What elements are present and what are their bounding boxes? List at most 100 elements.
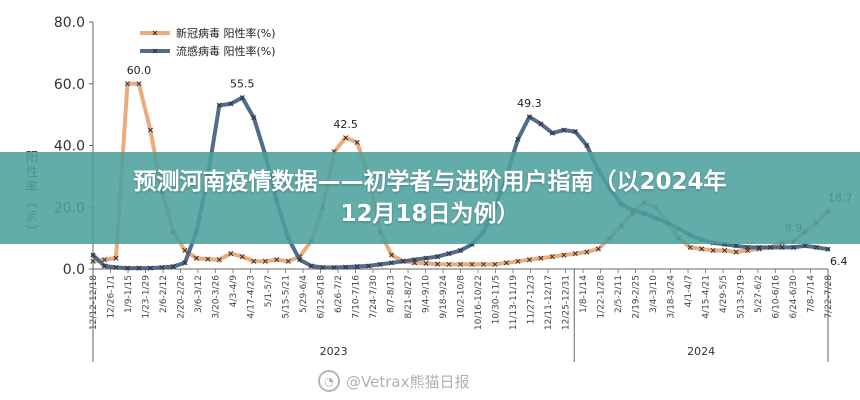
data-point-1	[366, 263, 372, 269]
x-tick-label: 1/23-1/29	[142, 275, 152, 319]
x-tick-label: 3/6-3/12	[194, 275, 204, 313]
data-point-1	[779, 244, 785, 250]
data-point-0	[101, 257, 108, 263]
y-tick-label: 40.0	[54, 139, 85, 155]
data-point-1	[538, 121, 544, 127]
data-label: 42.5	[333, 118, 358, 131]
data-point-0	[262, 258, 268, 264]
data-point-0	[251, 258, 257, 264]
data-point-1	[790, 244, 797, 250]
year-label-2024: 2024	[687, 345, 715, 358]
data-point-1	[297, 257, 303, 263]
data-point-0	[423, 260, 429, 266]
x-tick-label: 4/29-5/5	[719, 275, 729, 313]
data-label: 55.5	[230, 78, 255, 91]
banner-line-2: 12月18日为例）	[340, 201, 520, 227]
x-tick-label: 11/27-12/3	[527, 275, 537, 324]
data-point-0	[584, 249, 590, 255]
data-point-0	[182, 247, 188, 254]
data-point-0	[710, 247, 716, 254]
data-point-1	[239, 95, 245, 101]
data-point-1	[389, 260, 395, 266]
x-tick-label: 12/12-12/18	[89, 275, 99, 330]
data-label: 49.3	[517, 97, 542, 110]
x-tick-label: 12/25-12/31	[562, 275, 572, 330]
x-tick-label: 4/15-4/21	[702, 275, 712, 319]
data-point-0	[147, 127, 153, 133]
data-point-1	[124, 265, 131, 271]
x-tick-label: 1/9-1/15	[124, 275, 134, 313]
data-point-1	[549, 130, 555, 136]
data-point-1	[343, 264, 349, 270]
data-point-1	[216, 102, 222, 108]
data-point-1	[101, 263, 108, 269]
data-point-0	[113, 255, 119, 261]
x-tick-label: 1/22-1/28	[597, 275, 607, 319]
data-point-0	[90, 258, 96, 264]
data-point-1	[515, 136, 521, 142]
data-point-0	[274, 257, 280, 263]
data-point-1	[745, 244, 751, 250]
banner-text: 预测河南疫情数据——初学者与进阶用户指南（以2024年 12月18日为例）	[0, 152, 860, 244]
x-tick-label: 6/10-6/16	[772, 275, 782, 319]
data-point-0	[561, 252, 567, 258]
data-point-1	[170, 263, 176, 270]
data-point-0	[469, 261, 475, 267]
data-point-1	[813, 244, 820, 250]
x-tick-label: 9/18-9/24	[439, 275, 449, 319]
x-tick-label: 5/29-6/4	[299, 275, 309, 313]
title-banner	[0, 152, 860, 244]
data-label: 6.4	[830, 255, 848, 268]
x-tick-label: 2/20-2/26	[177, 275, 187, 319]
x-tick-label: 1/8-1/14	[579, 275, 589, 313]
data-point-1	[251, 115, 257, 121]
data-point-0	[239, 254, 245, 260]
x-tick-label: 7/10-7/16	[352, 275, 362, 319]
x-tick-label: 10/30-11/5	[492, 275, 502, 324]
data-point-0	[515, 258, 521, 264]
data-point-0	[446, 261, 452, 267]
watermark: ◔ @Vetrax熊猫日报	[318, 368, 469, 394]
data-point-1	[802, 243, 808, 249]
data-point-0	[205, 256, 211, 262]
data-point-1	[354, 263, 360, 270]
data-point-1	[147, 265, 153, 271]
x-tick-label: 2/5-2/11	[614, 275, 624, 313]
data-point-0	[733, 249, 739, 255]
data-point-1	[572, 129, 578, 135]
data-point-0	[389, 252, 395, 258]
data-point-1	[584, 142, 590, 149]
data-point-0	[343, 135, 349, 141]
x-tick-label: 6/24-6/30	[789, 275, 799, 319]
x-tick-label: 2/6-2/12	[159, 275, 169, 313]
legend-marker-1	[152, 48, 158, 54]
data-point-1	[400, 258, 406, 264]
y-tick-label: 80.0	[54, 15, 85, 31]
x-tick-label: 11/13-11/19	[509, 275, 519, 330]
data-point-0	[503, 260, 509, 266]
data-point-1	[228, 101, 234, 107]
data-point-1	[159, 264, 165, 271]
x-tick-label: 8/21-8/27	[404, 275, 414, 319]
data-point-0	[538, 255, 544, 261]
data-point-0	[434, 261, 441, 267]
data-point-1	[320, 264, 326, 271]
data-point-1	[331, 264, 337, 271]
data-point-1	[733, 243, 739, 249]
data-point-0	[457, 261, 464, 267]
data-point-1	[768, 244, 774, 250]
data-point-1	[136, 265, 142, 271]
data-point-0	[572, 251, 578, 257]
year-label-2023: 2023	[320, 345, 348, 358]
data-point-0	[124, 81, 131, 87]
x-tick-label: 10/2-10/8	[457, 275, 467, 319]
x-tick-label: 5/15-5/21	[282, 275, 292, 319]
x-tick-label: 10/16-10/22	[474, 275, 484, 330]
x-tick-label: 12/11-12/17	[544, 275, 554, 330]
data-point-1	[423, 255, 429, 261]
data-point-1	[446, 251, 452, 257]
x-tick-label: 3/4-3/10	[649, 275, 659, 313]
data-point-1	[412, 257, 418, 263]
watermark-text: @Vetrax熊猫日报	[346, 372, 470, 391]
data-point-0	[480, 261, 487, 267]
